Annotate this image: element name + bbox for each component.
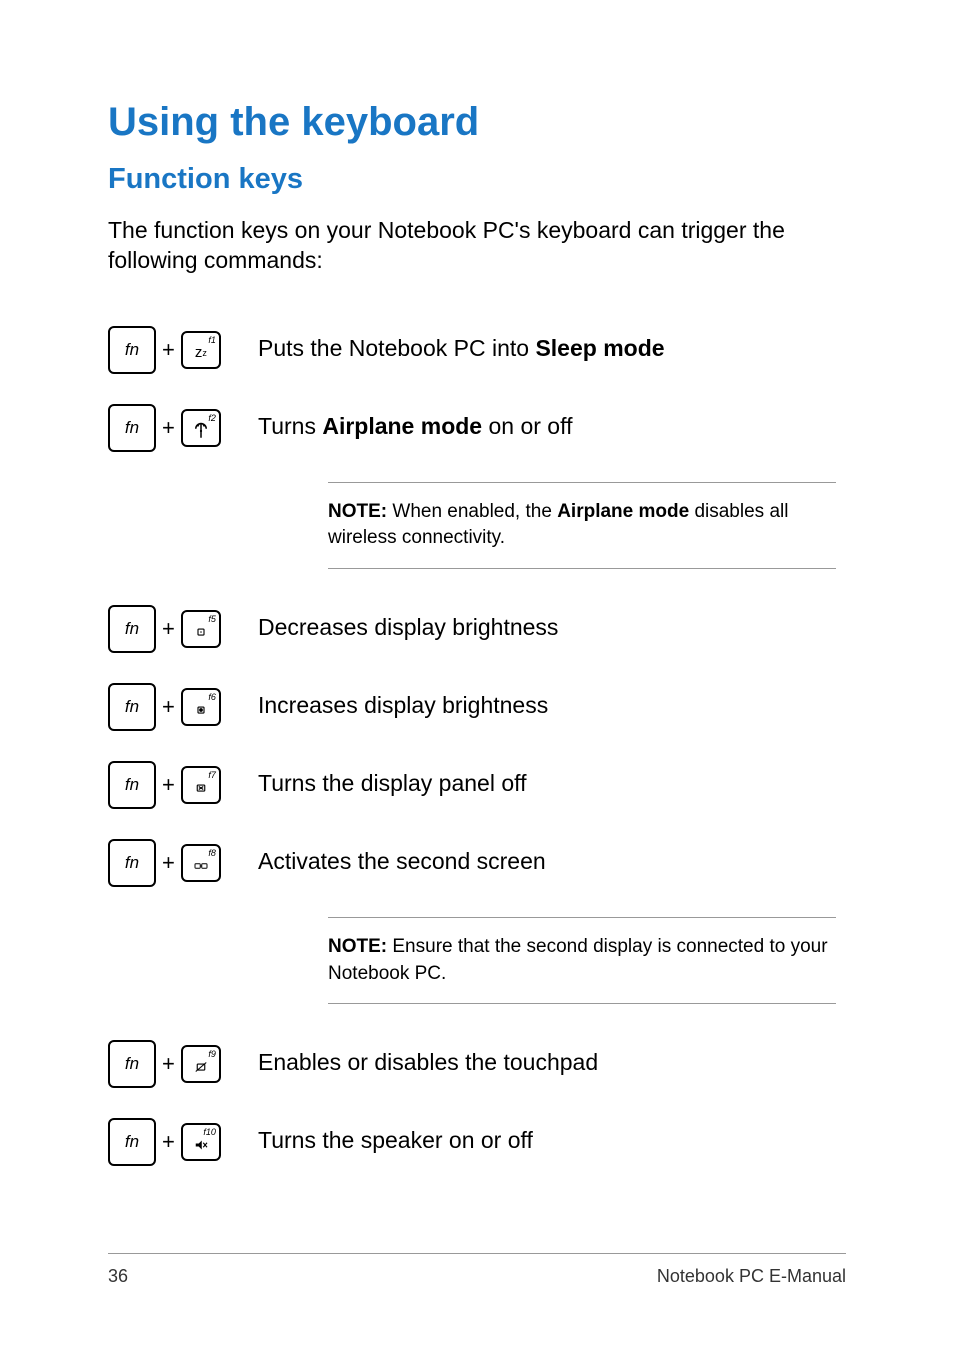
- fn-row-f2: fn + f2 Turns Airplane mode on or off: [108, 404, 846, 452]
- page-title: Using the keyboard: [108, 100, 846, 145]
- document-name: Notebook PC E-Manual: [657, 1266, 846, 1287]
- f-label: f2: [208, 413, 216, 423]
- page-footer: 36 Notebook PC E-Manual: [108, 1253, 846, 1287]
- fn-row-f7: fn + f7 Turns the display panel off: [108, 761, 846, 809]
- fn-row-f1: fn + f1 zz Puts the Notebook PC into Sle…: [108, 326, 846, 374]
- note-airplane: NOTE: When enabled, the Airplane mode di…: [328, 482, 836, 569]
- f-label: f8: [208, 848, 216, 858]
- description: Puts the Notebook PC into Sleep mode: [248, 326, 846, 364]
- desc-text: Increases display brightness: [258, 692, 548, 718]
- f-label: f7: [208, 770, 216, 780]
- f9-key: f9: [181, 1045, 221, 1083]
- desc-text: Activates the second screen: [258, 848, 546, 874]
- description: Enables or disables the touchpad: [248, 1040, 846, 1078]
- intro-paragraph: The function keys on your Notebook PC's …: [108, 216, 846, 276]
- fn-key: fn: [108, 1040, 156, 1088]
- desc-bold: Sleep mode: [535, 335, 664, 361]
- key-combo: fn + f7: [108, 761, 248, 809]
- key-combo: fn + f5: [108, 605, 248, 653]
- f10-key: f10: [181, 1123, 221, 1161]
- page-number: 36: [108, 1266, 128, 1287]
- f8-key: f8: [181, 844, 221, 882]
- fn-key: fn: [108, 1118, 156, 1166]
- plus-sign: +: [162, 337, 175, 363]
- fn-key: fn: [108, 404, 156, 452]
- key-combo: fn + f10: [108, 1118, 248, 1166]
- note-label: NOTE:: [328, 936, 387, 957]
- key-combo: fn + f2: [108, 404, 248, 452]
- section-title: Function keys: [108, 163, 846, 196]
- key-combo: fn + f9: [108, 1040, 248, 1088]
- plus-sign: +: [162, 616, 175, 642]
- note-second-display: NOTE: Ensure that the second display is …: [328, 917, 836, 1004]
- note-pre: When enabled, the: [387, 501, 557, 522]
- f7-key: f7: [181, 766, 221, 804]
- note-text: Ensure that the second display is connec…: [328, 936, 828, 984]
- description: Turns the speaker on or off: [248, 1118, 846, 1156]
- f2-key: f2: [181, 409, 221, 447]
- f6-key: f6: [181, 688, 221, 726]
- desc-text: Puts the Notebook PC into: [258, 335, 535, 361]
- plus-sign: +: [162, 850, 175, 876]
- plus-sign: +: [162, 1129, 175, 1155]
- description: Turns the display panel off: [248, 761, 846, 799]
- desc-post: on or off: [482, 413, 572, 439]
- plus-sign: +: [162, 694, 175, 720]
- description: Increases display brightness: [248, 683, 846, 721]
- key-combo: fn + f6: [108, 683, 248, 731]
- plus-sign: +: [162, 772, 175, 798]
- f-label: f5: [208, 614, 216, 624]
- fn-row-f8: fn + f8 Activates the second screen: [108, 839, 846, 887]
- desc-text: Decreases display brightness: [258, 614, 558, 640]
- desc-bold: Airplane mode: [322, 413, 482, 439]
- plus-sign: +: [162, 415, 175, 441]
- fn-row-f9: fn + f9 Enables or disables the touchpad: [108, 1040, 846, 1088]
- fn-row-f5: fn + f5 Decreases display brightness: [108, 605, 846, 653]
- fn-key: fn: [108, 605, 156, 653]
- key-combo: fn + f8: [108, 839, 248, 887]
- f-label: f1: [208, 335, 216, 345]
- description: Activates the second screen: [248, 839, 846, 877]
- fn-key: fn: [108, 839, 156, 887]
- note-label: NOTE:: [328, 501, 387, 522]
- fn-key: fn: [108, 326, 156, 374]
- f-label: f10: [203, 1127, 216, 1137]
- key-combo: fn + f1 zz: [108, 326, 248, 374]
- f-label: f9: [208, 1049, 216, 1059]
- description: Turns Airplane mode on or off: [248, 404, 846, 442]
- fn-key: fn: [108, 683, 156, 731]
- f5-key: f5: [181, 610, 221, 648]
- fn-row-f6: fn + f6 Increases display brightness: [108, 683, 846, 731]
- f-label: f6: [208, 692, 216, 702]
- note-bold: Airplane mode: [557, 501, 689, 522]
- fn-row-f10: fn + f10 Turns the speaker on or off: [108, 1118, 846, 1166]
- desc-text: Enables or disables the touchpad: [258, 1049, 598, 1075]
- desc-text: Turns the display panel off: [258, 770, 527, 796]
- desc-text: Turns: [258, 413, 322, 439]
- plus-sign: +: [162, 1051, 175, 1077]
- fn-key: fn: [108, 761, 156, 809]
- desc-text: Turns the speaker on or off: [258, 1127, 533, 1153]
- f1-key: f1 zz: [181, 331, 221, 369]
- description: Decreases display brightness: [248, 605, 846, 643]
